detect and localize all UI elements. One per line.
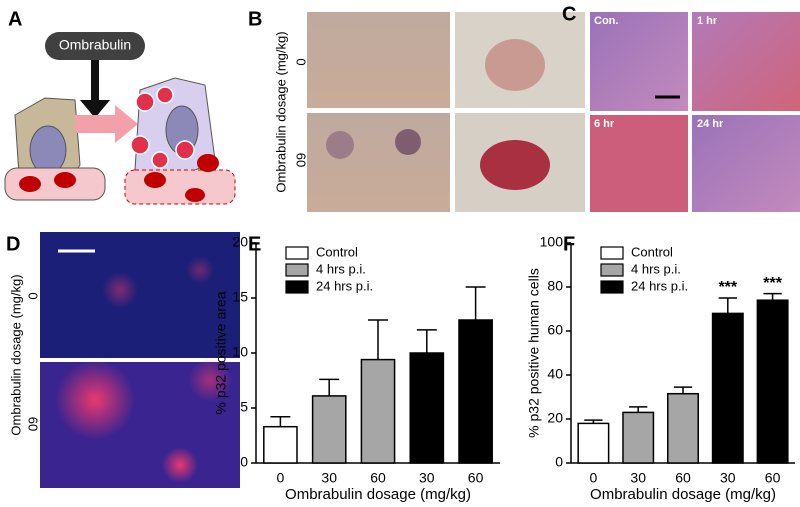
y-tick-label: 40: [547, 366, 563, 382]
signal: [186, 256, 214, 284]
bar: [360, 358, 396, 464]
y-tick-label: 100: [540, 234, 564, 250]
row-label: 0: [26, 292, 41, 299]
photo: [307, 12, 450, 108]
drug-label: Ombrabulin: [59, 37, 131, 53]
bar: [263, 425, 298, 464]
histology: [692, 115, 800, 212]
y-tick-label: 20: [232, 234, 248, 250]
x-tick-label: 30: [321, 470, 337, 486]
y-tick-label: 10: [232, 344, 248, 360]
y-tick-label: 0: [240, 454, 248, 470]
image-label: Con.: [594, 15, 618, 27]
legend-label: 24 hrs p.i.: [316, 278, 373, 293]
annotation: ***: [718, 279, 737, 296]
rbc: [185, 188, 205, 202]
legend-label: Control: [631, 244, 673, 259]
x-tick-label: 60: [468, 470, 484, 486]
x-tick-label: 30: [720, 470, 736, 486]
row-label: 0: [294, 58, 309, 65]
image-label: 24 hr: [697, 118, 724, 130]
x-tick-label: 30: [630, 470, 646, 486]
bar: [311, 395, 347, 464]
rbc: [54, 172, 76, 188]
bar: [622, 411, 655, 464]
tumor: [395, 129, 421, 155]
panel-label: D: [6, 233, 20, 255]
rbc: [197, 154, 219, 172]
bar: [458, 319, 493, 464]
histology: [590, 12, 688, 111]
y-tick-label: 20: [547, 410, 563, 426]
tumor: [485, 39, 545, 91]
legend-swatch: [285, 246, 309, 260]
vessel: [124, 169, 236, 205]
legend-swatch: [285, 263, 309, 277]
x-tick-label: 60: [675, 470, 691, 486]
y-tick-label: 5: [240, 399, 248, 415]
tumor: [326, 131, 354, 159]
image-label: 1 hr: [697, 15, 718, 27]
bar: [667, 392, 699, 464]
tumor: [480, 140, 550, 190]
bar: [756, 299, 789, 464]
icons: [130, 86, 195, 169]
rbc: [144, 172, 166, 188]
bar: [409, 352, 445, 464]
y-tick-label: 60: [547, 322, 563, 338]
panel-label: F: [563, 233, 575, 255]
fluorescence: [40, 232, 240, 358]
y-axis-label: % p32 positive area: [213, 291, 229, 414]
legend-label: 4 hrs p.i.: [631, 261, 681, 276]
y-tick-label: 15: [232, 289, 248, 305]
photo: [307, 113, 450, 212]
legend-swatch: [600, 246, 624, 260]
histology: [692, 12, 800, 111]
x-tick-label: 60: [765, 470, 781, 486]
annotation: ***: [763, 275, 782, 292]
y-tick-label: 80: [547, 278, 563, 294]
signal: [55, 360, 135, 440]
histology: [590, 115, 688, 212]
drug-box: [45, 32, 145, 60]
panel-label: B: [248, 8, 262, 30]
legend-swatch: [600, 280, 624, 294]
panel-label: E: [248, 233, 261, 255]
legend-label: 24 hrs p.i.: [631, 278, 688, 293]
nucleus: [29, 125, 67, 175]
image-label: 6 hr: [594, 118, 615, 130]
bar: [711, 312, 744, 464]
axis-label: Ombrabulin dosage (mg/kg): [273, 31, 288, 192]
bar: [577, 422, 610, 464]
arrow-head: [80, 100, 110, 118]
x-tick-label: 0: [277, 470, 285, 486]
row-label: 60: [26, 417, 41, 431]
x-tick-label: 0: [590, 470, 598, 486]
rbc: [19, 176, 41, 192]
x-tick-label: 60: [370, 470, 386, 486]
panel-label: C: [562, 3, 576, 25]
arrow: [75, 105, 138, 143]
panel-label: A: [8, 8, 22, 30]
x-axis-label: Ombrabulin dosage (mg/kg): [590, 486, 776, 503]
y-tick-label: 0: [555, 454, 563, 470]
legend-swatch: [285, 280, 309, 294]
row-label: 60: [294, 153, 309, 167]
axis-label: Ombrabulin dosage (mg/kg): [8, 274, 23, 435]
legend-label: 4 hrs p.i.: [316, 261, 366, 276]
signal: [102, 272, 138, 308]
legend-label: Control: [316, 244, 358, 259]
y-axis-label: % p32 positive human cells: [526, 268, 542, 438]
legend-swatch: [600, 263, 624, 277]
signal: [188, 358, 232, 402]
signal: [162, 447, 198, 483]
x-tick-label: 30: [419, 470, 435, 486]
x-axis-label: Ombrabulin dosage (mg/kg): [285, 486, 471, 503]
